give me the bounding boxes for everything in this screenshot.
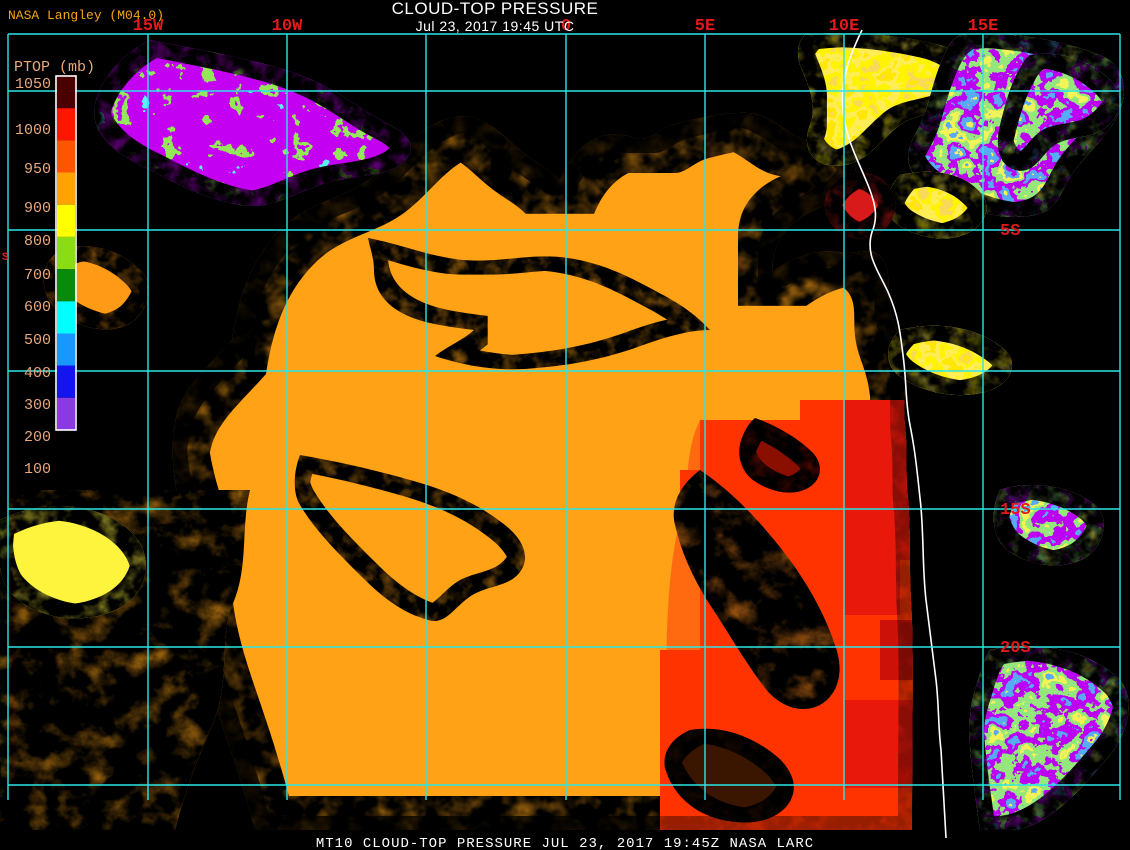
svg-text:700: 700	[24, 267, 51, 284]
svg-text:900: 900	[24, 200, 51, 217]
svg-text:300: 300	[24, 397, 51, 414]
svg-text:15S: 15S	[1000, 501, 1031, 520]
svg-text:S: S	[2, 252, 9, 264]
svg-text:5E: 5E	[695, 17, 715, 36]
svg-text:CLOUD-TOP PRESSURE: CLOUD-TOP PRESSURE	[392, 0, 599, 18]
svg-text:1000: 1000	[15, 122, 51, 139]
svg-text:200: 200	[24, 429, 51, 446]
svg-text:10W: 10W	[272, 17, 303, 36]
svg-text:400: 400	[24, 365, 51, 382]
svg-text:500: 500	[24, 332, 51, 349]
svg-text:MT10 CLOUD-TOP PRESSURE JUL: MT10 CLOUD-TOP PRESSURE JUL 23, 2017 19:…	[316, 836, 814, 850]
svg-text:NASA Langley (M04.0): NASA Langley (M04.0)	[8, 8, 164, 23]
svg-text:5S: 5S	[1000, 222, 1020, 241]
svg-text:10E: 10E	[829, 17, 860, 36]
svg-text:Jul 23, 2017 19:45 UTC: Jul 23, 2017 19:45 UTC	[416, 18, 575, 34]
svg-text:1050: 1050	[15, 76, 51, 93]
svg-text:800: 800	[24, 233, 51, 250]
svg-text:950: 950	[24, 161, 51, 178]
svg-text:PTOP (mb): PTOP (mb)	[14, 59, 95, 76]
svg-text:15E: 15E	[968, 17, 999, 36]
svg-text:600: 600	[24, 299, 51, 316]
svg-text:20S: 20S	[1000, 639, 1031, 658]
svg-text:100: 100	[24, 461, 51, 478]
